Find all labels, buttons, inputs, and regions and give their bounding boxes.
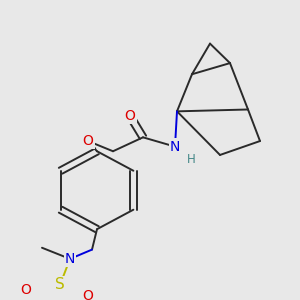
Text: N: N <box>170 140 180 154</box>
Text: O: O <box>21 283 32 296</box>
Text: O: O <box>82 289 93 300</box>
Text: S: S <box>55 278 65 292</box>
Text: H: H <box>187 153 195 166</box>
Text: O: O <box>82 134 93 148</box>
Text: O: O <box>124 109 135 123</box>
Text: N: N <box>65 252 75 266</box>
